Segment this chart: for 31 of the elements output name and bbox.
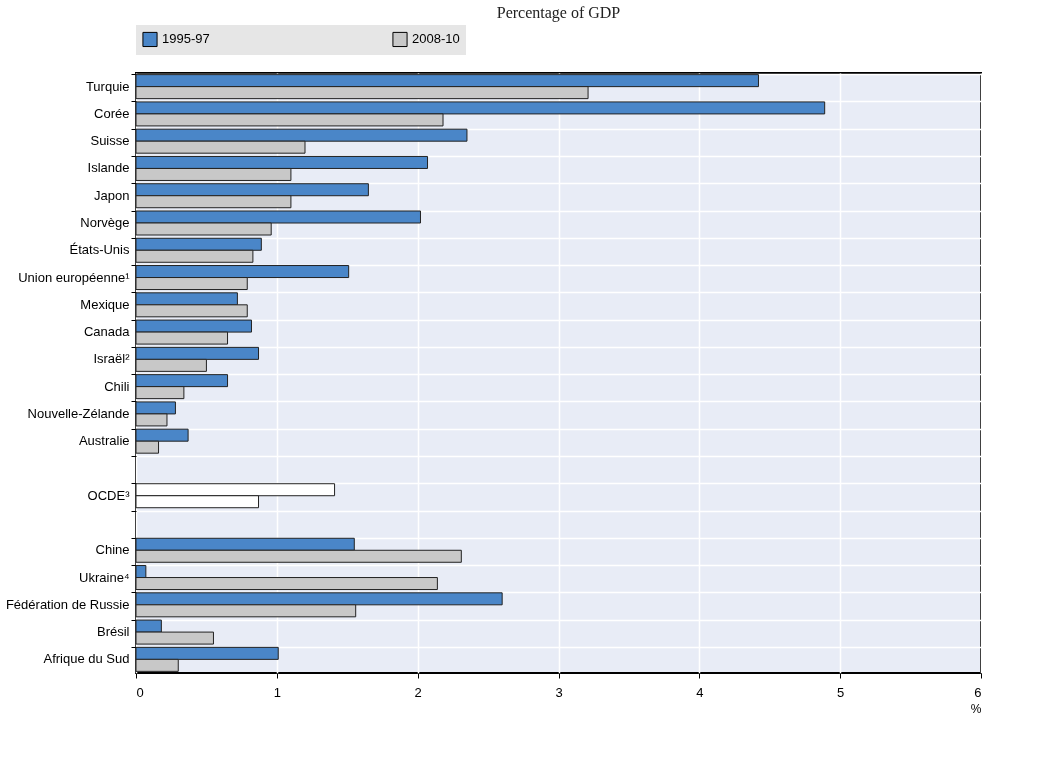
y-tick-label: Australie — [78, 433, 130, 449]
y-tick-label: Turquie — [85, 78, 130, 94]
x-tick-label: 4 — [696, 684, 704, 700]
x-tick-label: 3 — [555, 684, 563, 700]
y-tick-label: Norvège — [80, 215, 130, 230]
y-tick-label: Suisse — [90, 133, 130, 149]
chart-subtitle: Percentage of GDP — [496, 4, 621, 22]
legend-label: 2008-10 — [412, 31, 460, 47]
x-tick-label: 6 — [974, 684, 982, 700]
x-tick-label: 5 — [837, 684, 845, 700]
x-tick-label: 0 — [136, 684, 144, 700]
x-tick-label: 2 — [414, 684, 422, 700]
y-tick-label: Fédération de Russie — [5, 596, 130, 612]
y-tick-label: Ukraine⁴ — [79, 569, 130, 585]
y-tick-label: Corée — [94, 105, 130, 121]
y-tick-label: Chine — [95, 542, 130, 558]
x-axis-title: % — [970, 701, 982, 716]
y-tick-label: Mexique — [80, 296, 130, 312]
y-tick-label: Afrique du Sud — [43, 651, 130, 667]
y-tick-label: Islande — [87, 160, 130, 176]
y-tick-label: Brésil — [96, 624, 130, 640]
legend-label: 1995-97 — [162, 31, 210, 47]
y-tick-label: Israël² — [93, 351, 131, 367]
y-tick-label: Canada — [83, 324, 131, 340]
y-tick-label: États-Unis — [69, 242, 130, 258]
y-tick-label: Japon — [94, 187, 130, 203]
y-tick-label: OCDE³ — [87, 487, 131, 503]
y-tick-label: Union européenne¹ — [18, 269, 131, 285]
x-tick-label: 1 — [273, 684, 281, 700]
y-tick-label: Nouvelle-Zélande — [27, 405, 130, 421]
y-tick-label: Chili — [104, 378, 130, 394]
